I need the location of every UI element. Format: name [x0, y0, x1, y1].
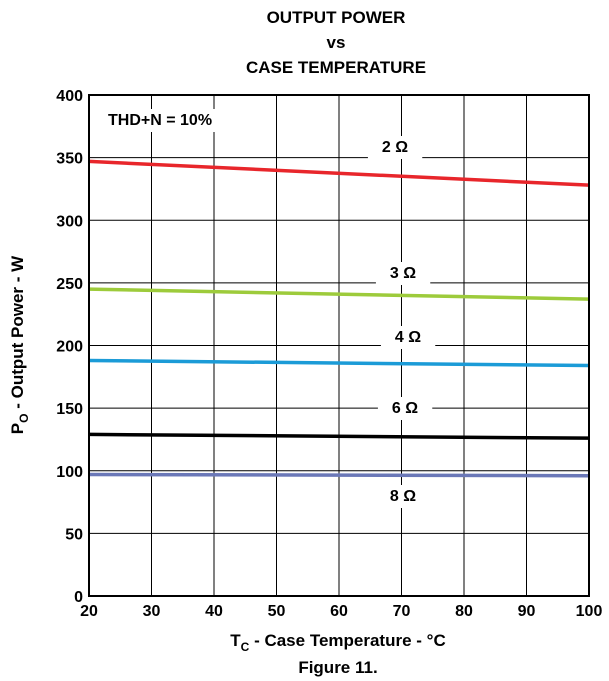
series-lines: [88, 159, 590, 478]
series-label-background: [375, 485, 431, 508]
x-tick-label: 90: [518, 603, 536, 620]
x-tick-label: 60: [330, 603, 348, 620]
y-tick-label: 200: [56, 339, 83, 356]
series-label-background: [377, 397, 433, 420]
thd-annotation: THD+N = 10%: [108, 112, 212, 129]
series-label-background: [375, 262, 431, 285]
chart-title-line: vs: [327, 33, 346, 52]
series-label: 8 Ω: [390, 488, 416, 505]
series-label-background: [367, 136, 423, 159]
y-tick-label: 300: [56, 213, 83, 230]
x-axis-label: TC - Case Temperature - °C: [230, 631, 445, 654]
series-line: [88, 287, 590, 301]
chart-title: OUTPUT POWER vs CASE TEMPERATURE: [246, 8, 426, 77]
series-label-background: [380, 326, 436, 349]
x-tick-label: 20: [80, 603, 98, 620]
y-tick-label: 350: [56, 151, 83, 168]
y-tick-labels: 0 50 100 150 200 250 300 350 400: [56, 88, 83, 606]
x-tick-label: 80: [455, 603, 473, 620]
x-tick-label: 100: [576, 603, 603, 620]
y-tick-label: 400: [56, 88, 83, 105]
plot-frame: [88, 94, 590, 597]
chart-title-line: OUTPUT POWER: [267, 8, 406, 27]
y-tick-label: 250: [56, 276, 83, 293]
y-tick-label: 0: [74, 589, 83, 606]
grid: [88, 94, 590, 597]
series-line: [88, 432, 590, 440]
annotation-background: [102, 109, 219, 132]
series-labels: 2 Ω 3 Ω 4 Ω 6 Ω 8 Ω: [367, 136, 436, 508]
y-tick-label: 150: [56, 401, 83, 418]
y-axis-label: PO - Output Power - W: [8, 255, 31, 434]
series-line: [88, 159, 590, 187]
y-tick-label: 100: [56, 464, 83, 481]
x-tick-label: 40: [205, 603, 223, 620]
figure-caption: Figure 11.: [298, 658, 377, 677]
x-tick-label: 30: [143, 603, 161, 620]
chart-title-line: CASE TEMPERATURE: [246, 58, 426, 77]
x-tick-label: 70: [393, 603, 411, 620]
x-tick-label: 50: [268, 603, 286, 620]
x-tick-labels: 20 30 40 50 60 70 80 90 100: [80, 603, 602, 620]
series-label: 2 Ω: [382, 139, 408, 156]
series-label: 4 Ω: [395, 329, 421, 346]
series-line: [88, 472, 590, 478]
series-line: [88, 358, 590, 368]
y-tick-label: 50: [65, 526, 83, 543]
series-label: 6 Ω: [392, 400, 418, 417]
series-label: 3 Ω: [390, 265, 416, 282]
